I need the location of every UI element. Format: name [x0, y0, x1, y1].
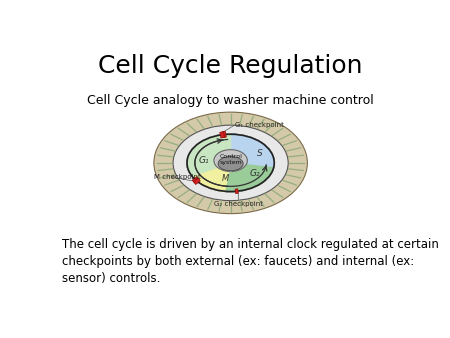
Ellipse shape — [218, 156, 243, 171]
Text: M checkpoint: M checkpoint — [154, 174, 201, 180]
Text: Cell Cycle analogy to washer machine control: Cell Cycle analogy to washer machine con… — [87, 94, 374, 107]
Ellipse shape — [173, 125, 288, 201]
Polygon shape — [187, 134, 230, 176]
Polygon shape — [235, 189, 238, 194]
Text: G₂: G₂ — [249, 169, 260, 178]
Text: G₁: G₁ — [198, 156, 209, 165]
Text: The cell cycle is driven by an internal clock regulated at certain
checkpoints b: The cell cycle is driven by an internal … — [63, 238, 439, 285]
Polygon shape — [192, 176, 199, 183]
Polygon shape — [221, 131, 226, 138]
Polygon shape — [230, 134, 274, 168]
Ellipse shape — [187, 134, 274, 192]
Polygon shape — [224, 164, 237, 172]
Text: Cell Cycle Regulation: Cell Cycle Regulation — [99, 54, 363, 78]
Text: G₂ checkpoint: G₂ checkpoint — [214, 201, 263, 207]
Text: Control
system: Control system — [219, 154, 242, 165]
Text: S: S — [257, 149, 263, 158]
Ellipse shape — [154, 112, 307, 214]
Ellipse shape — [214, 150, 248, 171]
Polygon shape — [191, 163, 230, 191]
Polygon shape — [223, 163, 274, 192]
Text: G₁ checkpoint: G₁ checkpoint — [235, 122, 284, 128]
Text: M: M — [222, 174, 229, 183]
Polygon shape — [220, 131, 225, 138]
Polygon shape — [194, 178, 200, 185]
